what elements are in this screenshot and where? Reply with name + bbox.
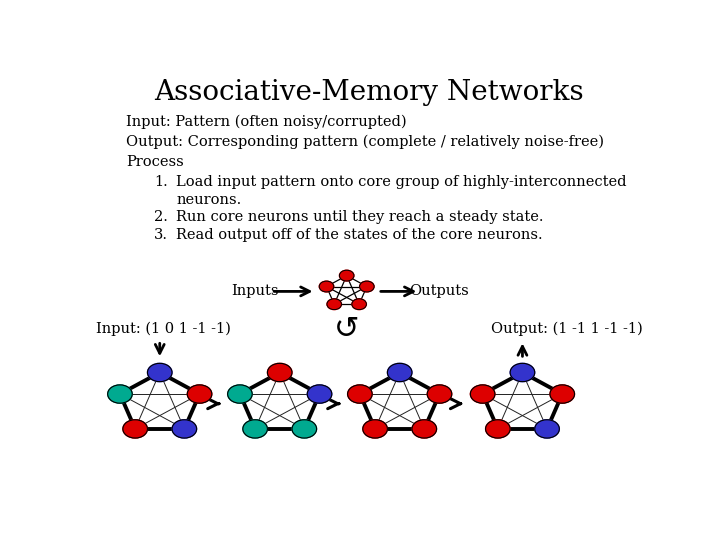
Circle shape xyxy=(187,385,212,403)
Text: 2.: 2. xyxy=(154,211,168,225)
Text: Outputs: Outputs xyxy=(409,284,469,298)
Circle shape xyxy=(148,363,172,382)
Circle shape xyxy=(108,385,132,403)
Text: 1.: 1. xyxy=(154,174,168,188)
Circle shape xyxy=(550,385,575,403)
Circle shape xyxy=(470,385,495,403)
Text: ↺: ↺ xyxy=(334,315,359,343)
Circle shape xyxy=(172,420,197,438)
Circle shape xyxy=(339,270,354,281)
Circle shape xyxy=(327,299,341,309)
Text: Load input pattern onto core group of highly-interconnected: Load input pattern onto core group of hi… xyxy=(176,174,627,188)
Circle shape xyxy=(348,385,372,403)
Text: 3.: 3. xyxy=(154,228,168,242)
Circle shape xyxy=(123,420,148,438)
Text: Output: Corresponding pattern (complete / relatively noise-free): Output: Corresponding pattern (complete … xyxy=(126,134,604,149)
Circle shape xyxy=(243,420,267,438)
Text: Read output off of the states of the core neurons.: Read output off of the states of the cor… xyxy=(176,228,543,242)
Text: neurons.: neurons. xyxy=(176,193,242,206)
Circle shape xyxy=(485,420,510,438)
Circle shape xyxy=(359,281,374,292)
Circle shape xyxy=(363,420,387,438)
Text: Inputs: Inputs xyxy=(231,284,279,298)
Circle shape xyxy=(387,363,412,382)
Circle shape xyxy=(292,420,317,438)
Circle shape xyxy=(412,420,436,438)
Circle shape xyxy=(319,281,334,292)
Text: Process: Process xyxy=(126,154,184,168)
Text: Input: (1 0 1 -1 -1): Input: (1 0 1 -1 -1) xyxy=(96,322,230,336)
Text: Associative-Memory Networks: Associative-Memory Networks xyxy=(154,79,584,106)
Text: Output: (1 -1 1 -1 -1): Output: (1 -1 1 -1 -1) xyxy=(490,322,642,336)
Text: Run core neurons until they reach a steady state.: Run core neurons until they reach a stea… xyxy=(176,211,544,225)
Circle shape xyxy=(307,385,332,403)
Text: Input: Pattern (often noisy/corrupted): Input: Pattern (often noisy/corrupted) xyxy=(126,114,407,129)
Circle shape xyxy=(535,420,559,438)
Circle shape xyxy=(510,363,535,382)
Circle shape xyxy=(352,299,366,309)
Circle shape xyxy=(427,385,451,403)
Circle shape xyxy=(228,385,252,403)
Circle shape xyxy=(267,363,292,382)
